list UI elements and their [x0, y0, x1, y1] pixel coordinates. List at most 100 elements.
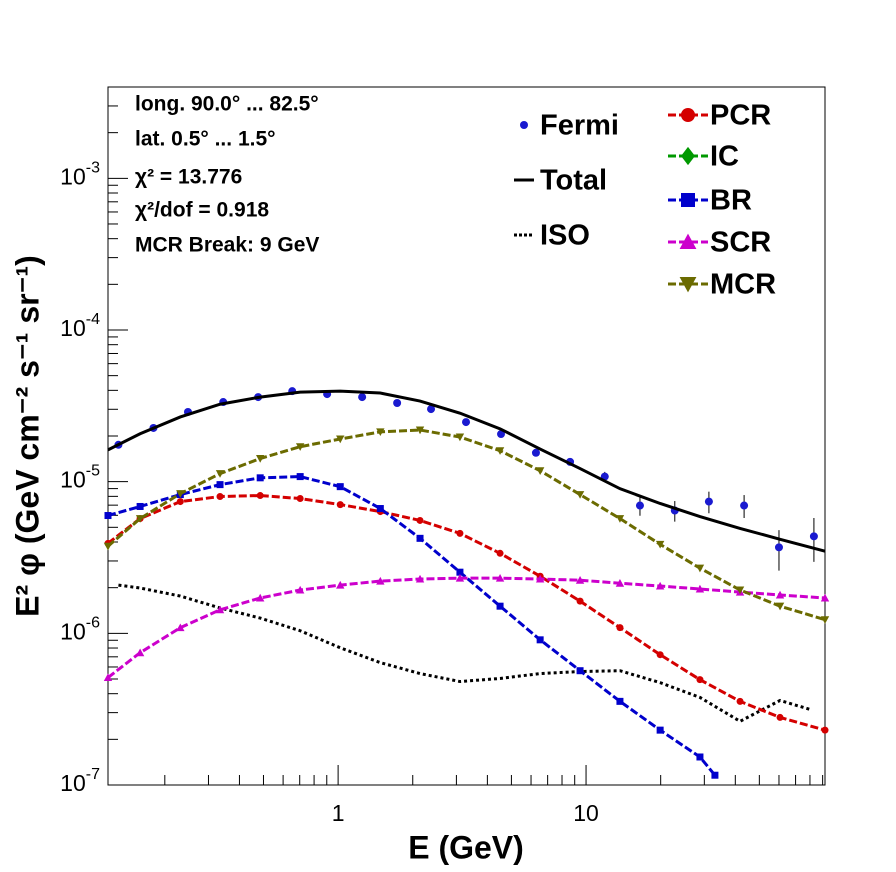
marker: [497, 430, 506, 439]
marker: [216, 481, 224, 489]
y-tick-exponent: -5: [86, 463, 100, 480]
marker: [295, 443, 305, 451]
marker: [704, 497, 713, 506]
marker: [296, 495, 304, 503]
annotation: χ² = 13.776: [135, 166, 242, 189]
marker: [736, 697, 744, 705]
annotation: long. 90.0° ... 82.5°: [135, 93, 319, 116]
marker: [336, 501, 344, 509]
marker: [615, 515, 625, 523]
x-tick-label: 10: [573, 800, 599, 826]
marker: [103, 673, 113, 682]
marker: [336, 435, 345, 444]
y-tick-base: 10: [60, 315, 86, 341]
marker: [495, 447, 505, 455]
x-axis-title: E (GeV): [408, 829, 524, 865]
marker: [256, 492, 264, 500]
y-tick-exponent: -4: [86, 311, 100, 328]
marker: [820, 616, 830, 624]
marker: [655, 540, 665, 549]
series-line: [107, 389, 826, 553]
marker: [496, 549, 504, 557]
marker: [696, 676, 704, 684]
annotation: MCR Break: 9 GeV: [135, 234, 319, 257]
marker: [176, 490, 185, 498]
marker: [376, 505, 384, 513]
marker: [776, 713, 784, 721]
marker: [462, 418, 471, 427]
legend-marker: [681, 146, 695, 166]
marker: [296, 473, 304, 481]
legend-marker: [520, 121, 528, 129]
y-tick-label: 10-3: [60, 160, 100, 190]
marker: [535, 574, 545, 583]
marker: [535, 467, 545, 475]
marker: [821, 726, 829, 734]
marker: [655, 581, 665, 590]
marker: [456, 529, 464, 537]
legend-marker: [679, 233, 697, 249]
marker: [775, 602, 785, 611]
marker: [575, 576, 585, 584]
y-tick-exponent: -3: [86, 160, 100, 177]
marker: [656, 651, 664, 659]
marker: [616, 624, 624, 632]
marker: [495, 573, 505, 582]
marker: [615, 579, 625, 587]
marker: [696, 753, 704, 761]
marker: [255, 455, 265, 463]
marker: [215, 470, 225, 478]
y-tick-base: 10: [60, 163, 86, 189]
annotation: χ²/dof = 0.918: [135, 199, 269, 222]
marker: [103, 542, 113, 551]
marker: [393, 399, 402, 408]
marker: [295, 585, 305, 594]
marker: [775, 590, 785, 599]
legend-label: MCR: [710, 269, 776, 301]
legend-label: SCR: [710, 227, 771, 259]
marker: [616, 697, 624, 705]
marker: [455, 573, 465, 582]
marker: [176, 623, 185, 632]
legend-label: Fermi: [540, 110, 619, 142]
marker: [809, 532, 818, 541]
marker: [416, 534, 424, 542]
marker: [575, 491, 585, 499]
y-tick-base: 10: [60, 467, 86, 493]
y-tick-exponent: -6: [86, 615, 100, 632]
legend-label: IC: [710, 141, 739, 173]
marker: [427, 405, 436, 414]
marker: [104, 512, 112, 520]
marker: [415, 426, 425, 435]
legend-marker: [681, 193, 695, 207]
marker: [531, 448, 540, 457]
marker: [820, 593, 830, 602]
marker: [576, 597, 584, 605]
marker: [376, 428, 385, 437]
series-line: [107, 576, 826, 679]
marker: [256, 474, 264, 482]
marker: [215, 605, 225, 614]
marker: [635, 501, 644, 510]
marker: [695, 564, 705, 573]
legend-label: PCR: [710, 100, 771, 132]
marker: [735, 586, 745, 595]
marker: [695, 584, 705, 593]
marker: [455, 433, 465, 442]
marker: [176, 498, 184, 506]
marker: [416, 516, 424, 524]
legend-label: Total: [540, 165, 607, 197]
marker: [255, 593, 265, 602]
marker: [376, 576, 385, 585]
legend-label: BR: [710, 185, 752, 217]
legend-marker: [679, 277, 697, 293]
y-tick-label: 10-7: [60, 766, 100, 796]
marker: [496, 602, 504, 610]
marker: [456, 568, 464, 576]
marker: [711, 771, 719, 779]
marker: [536, 636, 544, 644]
y-tick-label: 10-6: [60, 615, 100, 645]
y-tick-base: 10: [60, 618, 86, 644]
marker: [656, 726, 664, 734]
